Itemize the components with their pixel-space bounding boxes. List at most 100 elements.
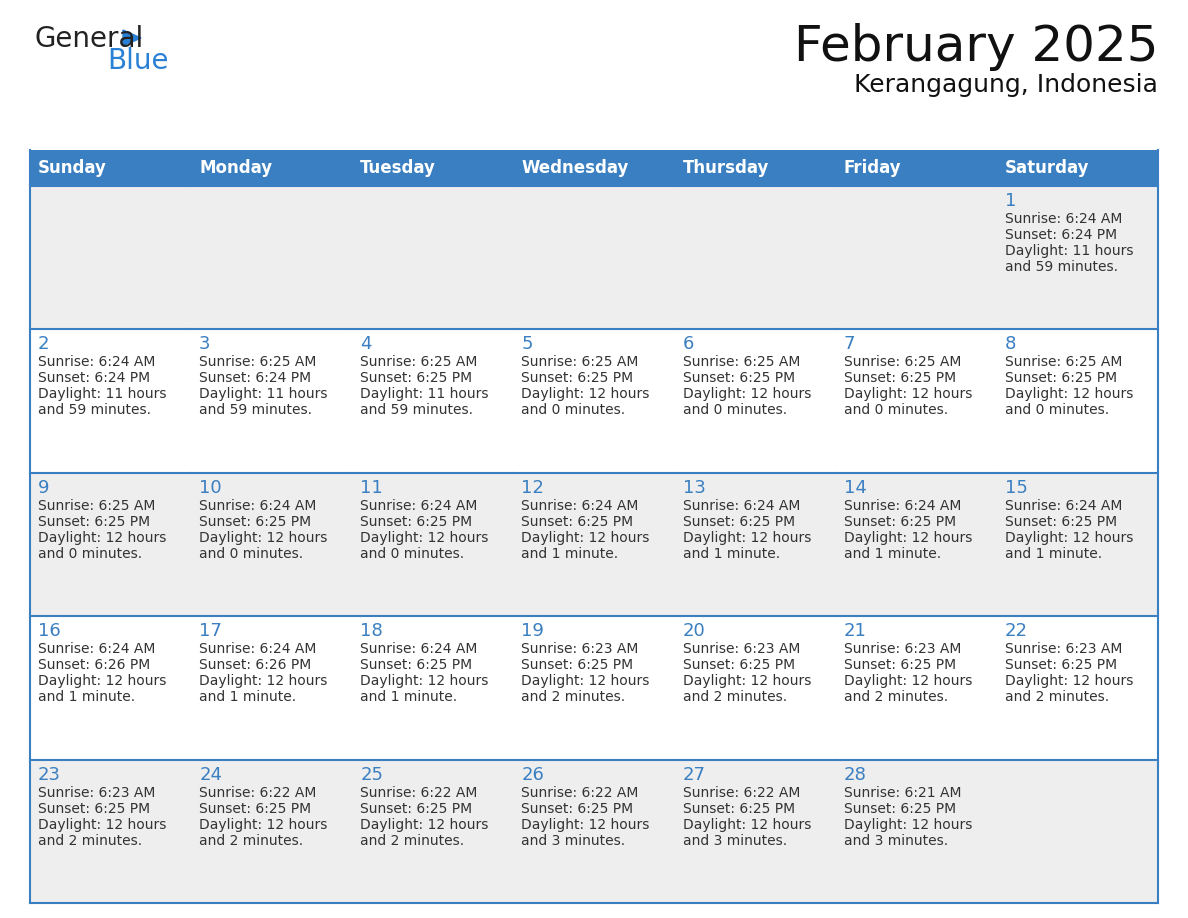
Bar	[997, 759, 1158, 903]
Text: and 1 minute.: and 1 minute.	[1005, 547, 1102, 561]
Text: Sunday: Sunday	[38, 159, 107, 177]
Text: 22: 22	[1005, 622, 1028, 640]
Bar	[835, 150, 997, 186]
Text: Sunrise: 6:22 AM: Sunrise: 6:22 AM	[683, 786, 800, 800]
Text: Sunrise: 6:24 AM: Sunrise: 6:24 AM	[683, 498, 800, 513]
Bar	[191, 330, 353, 473]
Text: 1: 1	[1005, 192, 1016, 210]
Text: Daylight: 12 hours: Daylight: 12 hours	[38, 818, 166, 832]
Text: Sunrise: 6:22 AM: Sunrise: 6:22 AM	[360, 786, 478, 800]
Bar	[513, 330, 675, 473]
Bar	[997, 150, 1158, 186]
Text: Sunset: 6:25 PM: Sunset: 6:25 PM	[522, 801, 633, 815]
Text: 23: 23	[38, 766, 61, 784]
Text: and 2 minutes.: and 2 minutes.	[200, 834, 303, 847]
Text: and 2 minutes.: and 2 minutes.	[1005, 690, 1108, 704]
Text: Daylight: 12 hours: Daylight: 12 hours	[843, 818, 972, 832]
Text: Sunrise: 6:24 AM: Sunrise: 6:24 AM	[1005, 498, 1123, 513]
Text: Monday: Monday	[200, 159, 272, 177]
Text: and 2 minutes.: and 2 minutes.	[522, 690, 626, 704]
Text: Tuesday: Tuesday	[360, 159, 436, 177]
Bar	[30, 330, 191, 473]
Text: Daylight: 12 hours: Daylight: 12 hours	[200, 531, 328, 544]
Text: Sunrise: 6:25 AM: Sunrise: 6:25 AM	[1005, 355, 1123, 369]
Text: Sunrise: 6:22 AM: Sunrise: 6:22 AM	[200, 786, 316, 800]
Text: Daylight: 12 hours: Daylight: 12 hours	[843, 674, 972, 688]
Bar	[191, 150, 353, 186]
Text: and 2 minutes.: and 2 minutes.	[843, 690, 948, 704]
Text: and 2 minutes.: and 2 minutes.	[360, 834, 465, 847]
Text: Friday: Friday	[843, 159, 902, 177]
Text: 4: 4	[360, 335, 372, 353]
Text: Daylight: 12 hours: Daylight: 12 hours	[1005, 387, 1133, 401]
Bar	[675, 150, 835, 186]
Text: Daylight: 12 hours: Daylight: 12 hours	[200, 674, 328, 688]
Text: Sunset: 6:25 PM: Sunset: 6:25 PM	[38, 515, 150, 529]
Text: Sunset: 6:26 PM: Sunset: 6:26 PM	[38, 658, 150, 672]
Text: 8: 8	[1005, 335, 1016, 353]
Text: 3: 3	[200, 335, 210, 353]
Text: Sunset: 6:25 PM: Sunset: 6:25 PM	[1005, 515, 1117, 529]
Text: Sunrise: 6:25 AM: Sunrise: 6:25 AM	[360, 355, 478, 369]
Bar	[513, 616, 675, 759]
Bar	[675, 186, 835, 330]
Text: Daylight: 12 hours: Daylight: 12 hours	[38, 531, 166, 544]
Text: Sunrise: 6:22 AM: Sunrise: 6:22 AM	[522, 786, 639, 800]
Text: and 59 minutes.: and 59 minutes.	[360, 403, 473, 418]
Text: 18: 18	[360, 622, 383, 640]
Text: Sunrise: 6:23 AM: Sunrise: 6:23 AM	[38, 786, 156, 800]
Text: 11: 11	[360, 479, 383, 497]
Text: Sunset: 6:25 PM: Sunset: 6:25 PM	[522, 372, 633, 386]
Text: Sunrise: 6:25 AM: Sunrise: 6:25 AM	[843, 355, 961, 369]
Text: Sunrise: 6:24 AM: Sunrise: 6:24 AM	[843, 498, 961, 513]
Bar	[30, 150, 191, 186]
Text: 28: 28	[843, 766, 866, 784]
Text: Daylight: 12 hours: Daylight: 12 hours	[683, 387, 811, 401]
Text: 14: 14	[843, 479, 866, 497]
Text: Sunset: 6:25 PM: Sunset: 6:25 PM	[360, 801, 473, 815]
Bar	[513, 759, 675, 903]
Text: 24: 24	[200, 766, 222, 784]
Text: and 1 minute.: and 1 minute.	[683, 547, 779, 561]
Bar	[675, 759, 835, 903]
Text: and 2 minutes.: and 2 minutes.	[38, 834, 143, 847]
Text: 6: 6	[683, 335, 694, 353]
Text: Sunset: 6:25 PM: Sunset: 6:25 PM	[200, 801, 311, 815]
Bar	[353, 330, 513, 473]
Text: Sunset: 6:25 PM: Sunset: 6:25 PM	[843, 515, 956, 529]
Text: Thursday: Thursday	[683, 159, 769, 177]
Bar	[191, 473, 353, 616]
Text: Daylight: 12 hours: Daylight: 12 hours	[843, 531, 972, 544]
Bar	[997, 186, 1158, 330]
Bar	[835, 473, 997, 616]
Bar	[353, 759, 513, 903]
Text: and 0 minutes.: and 0 minutes.	[683, 403, 786, 418]
Text: Sunrise: 6:23 AM: Sunrise: 6:23 AM	[1005, 643, 1123, 656]
Text: 12: 12	[522, 479, 544, 497]
Text: and 59 minutes.: and 59 minutes.	[200, 403, 312, 418]
Bar	[353, 616, 513, 759]
Text: Sunset: 6:25 PM: Sunset: 6:25 PM	[522, 515, 633, 529]
Text: Sunrise: 6:24 AM: Sunrise: 6:24 AM	[200, 498, 316, 513]
Bar	[191, 616, 353, 759]
Text: Sunrise: 6:25 AM: Sunrise: 6:25 AM	[200, 355, 316, 369]
Text: Sunrise: 6:24 AM: Sunrise: 6:24 AM	[38, 643, 156, 656]
Text: and 59 minutes.: and 59 minutes.	[38, 403, 151, 418]
Text: and 0 minutes.: and 0 minutes.	[843, 403, 948, 418]
Text: and 1 minute.: and 1 minute.	[360, 690, 457, 704]
Text: Sunrise: 6:24 AM: Sunrise: 6:24 AM	[1005, 212, 1123, 226]
Text: Daylight: 12 hours: Daylight: 12 hours	[360, 531, 488, 544]
Text: Saturday: Saturday	[1005, 159, 1089, 177]
Bar	[997, 330, 1158, 473]
Text: and 2 minutes.: and 2 minutes.	[683, 690, 786, 704]
Bar	[353, 186, 513, 330]
Text: Sunset: 6:25 PM: Sunset: 6:25 PM	[1005, 658, 1117, 672]
Text: Sunset: 6:25 PM: Sunset: 6:25 PM	[683, 372, 795, 386]
Text: Sunset: 6:25 PM: Sunset: 6:25 PM	[843, 801, 956, 815]
Text: and 3 minutes.: and 3 minutes.	[843, 834, 948, 847]
Bar	[997, 473, 1158, 616]
Bar	[835, 330, 997, 473]
Text: and 1 minute.: and 1 minute.	[200, 690, 296, 704]
Bar	[513, 186, 675, 330]
Text: Sunrise: 6:25 AM: Sunrise: 6:25 AM	[683, 355, 800, 369]
